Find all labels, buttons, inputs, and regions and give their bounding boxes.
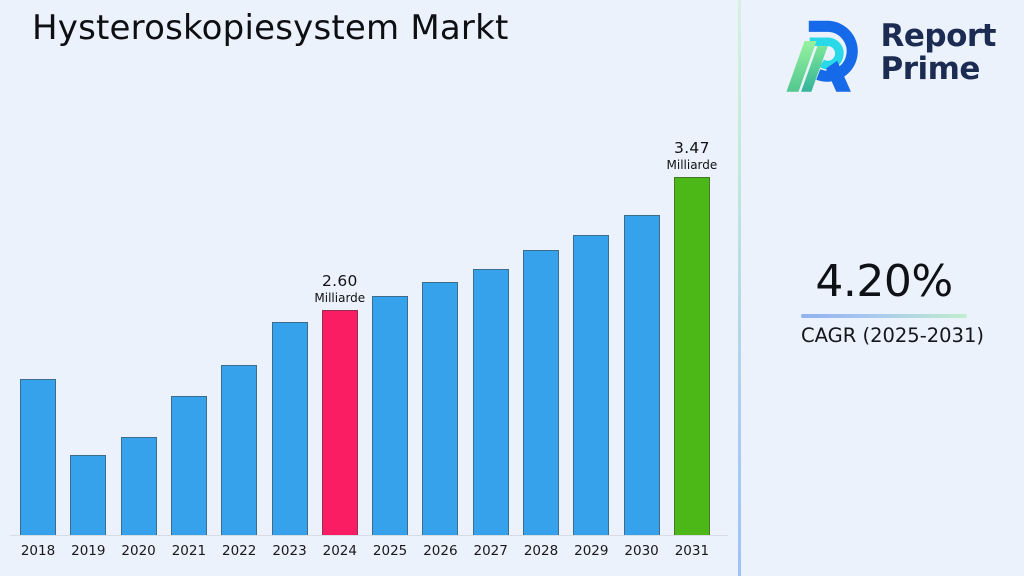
- bar-chart: 2018 2019 2020 2021 2022 2023 2024 2.60 Milliard…: [10, 139, 737, 559]
- bar-2028: [523, 250, 559, 535]
- bar-2020: [120, 437, 157, 535]
- x-tick-2022: 2022: [222, 543, 257, 559]
- report-prime-logo-icon: [785, 20, 858, 92]
- brand-logo: Report Prime: [783, 8, 997, 98]
- bar-2021: [170, 396, 207, 535]
- x-tick-2025: 2025: [372, 543, 408, 559]
- x-tick-2027: 2027: [473, 543, 508, 559]
- bar-2019: [70, 455, 107, 535]
- x-tick-2028: 2028: [523, 543, 559, 559]
- bar-label-2031: 3.47 Milliarde: [647, 139, 737, 172]
- bar-2023: [271, 322, 308, 535]
- brand-name: Report Prime: [880, 17, 997, 87]
- bar-label-2024: 2.60 Milliarde: [295, 272, 385, 305]
- x-tick-2023: 2023: [272, 543, 307, 559]
- x-tick-2029: 2029: [574, 543, 609, 559]
- bar-label-unit: Milliarde: [666, 158, 718, 172]
- bar-2029: [573, 235, 610, 535]
- x-axis-line: [10, 535, 728, 536]
- x-tick-2021: 2021: [171, 543, 207, 559]
- bar-label-value: 3.47: [674, 139, 710, 157]
- bar-2022: [221, 365, 258, 535]
- x-tick-2030: 2030: [624, 543, 659, 559]
- bar-label-unit: Milliarde: [314, 291, 366, 305]
- bar-2027: [472, 269, 509, 535]
- cagr-value: 4.20%: [815, 256, 953, 307]
- cagr-underline: [801, 314, 967, 318]
- panel-divider: [738, 0, 741, 576]
- bar-2031: [673, 177, 710, 535]
- bar-2025: [372, 296, 409, 535]
- x-tick-2018: 2018: [20, 543, 56, 559]
- bar-label-value: 2.60: [321, 272, 358, 290]
- x-tick-2031: 2031: [674, 543, 710, 559]
- brand-name-line1: Report: [880, 17, 997, 54]
- x-tick-2024: 2024: [322, 543, 357, 559]
- x-tick-2019: 2019: [71, 543, 106, 559]
- brand-name-line2: Prime: [880, 51, 981, 87]
- x-tick-2020: 2020: [121, 543, 156, 559]
- bar-2024: [321, 310, 358, 535]
- cagr-callout: 4.20% CAGR (2025-2031): [801, 256, 984, 347]
- bar-2026: [422, 282, 459, 535]
- page-title: Hysteroskopiesystem Markt: [32, 8, 509, 48]
- cagr-label: CAGR (2025-2031): [801, 324, 984, 347]
- bar-2030: [623, 215, 660, 535]
- x-tick-2026: 2026: [423, 543, 458, 559]
- bar-2018: [20, 379, 56, 535]
